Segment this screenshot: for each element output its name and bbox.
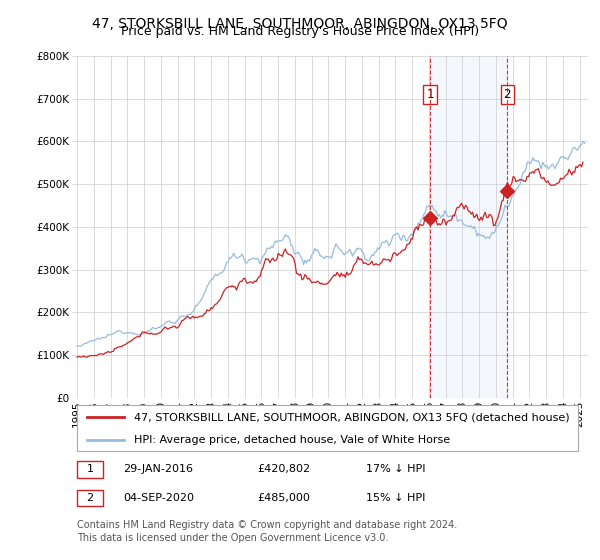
Text: Price paid vs. HM Land Registry's House Price Index (HPI): Price paid vs. HM Land Registry's House … xyxy=(121,25,479,38)
Text: 1: 1 xyxy=(86,464,94,474)
Text: HPI: Average price, detached house, Vale of White Horse: HPI: Average price, detached house, Vale… xyxy=(134,435,450,445)
Text: 2: 2 xyxy=(86,493,94,503)
Bar xyxy=(430,56,507,398)
Point xyxy=(502,186,512,195)
Text: 47, STORKSBILL LANE, SOUTHMOOR, ABINGDON, OX13 5FQ: 47, STORKSBILL LANE, SOUTHMOOR, ABINGDON… xyxy=(92,17,508,31)
Text: 17% ↓ HPI: 17% ↓ HPI xyxy=(366,464,425,474)
Text: £420,802: £420,802 xyxy=(258,464,311,474)
Text: 2: 2 xyxy=(503,88,511,101)
Text: 15% ↓ HPI: 15% ↓ HPI xyxy=(366,493,425,503)
Text: £485,000: £485,000 xyxy=(258,493,311,503)
Text: 04-SEP-2020: 04-SEP-2020 xyxy=(124,493,194,503)
Text: 29-JAN-2016: 29-JAN-2016 xyxy=(124,464,194,474)
Text: 47, STORKSBILL LANE, SOUTHMOOR, ABINGDON, OX13 5FQ (detached house): 47, STORKSBILL LANE, SOUTHMOOR, ABINGDON… xyxy=(134,412,569,422)
Bar xyxy=(77,461,103,478)
Point xyxy=(425,213,435,222)
Text: 1: 1 xyxy=(427,88,434,101)
Bar xyxy=(77,489,103,506)
Text: Contains HM Land Registry data © Crown copyright and database right 2024.
This d: Contains HM Land Registry data © Crown c… xyxy=(77,520,457,543)
